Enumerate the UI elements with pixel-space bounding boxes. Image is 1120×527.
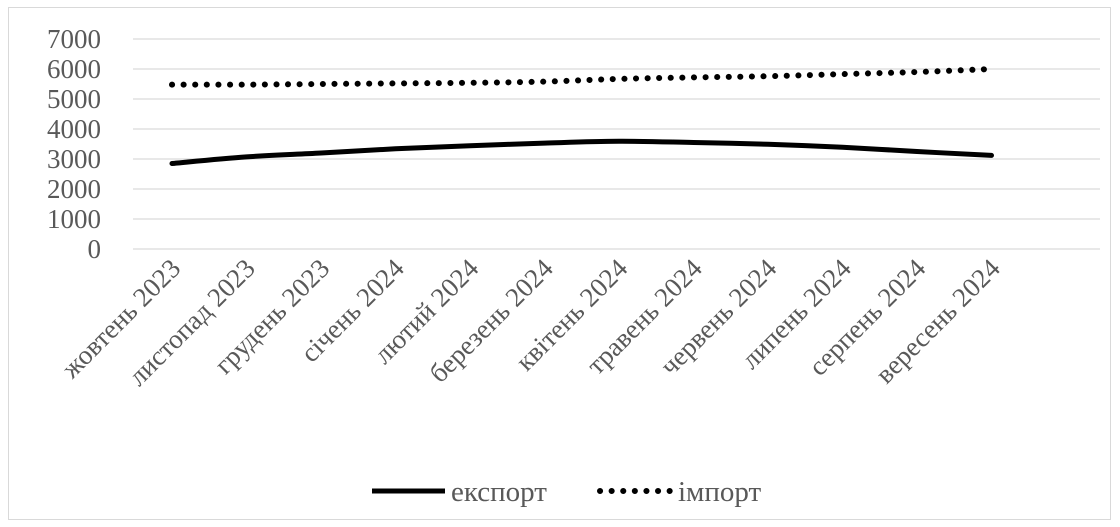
y-tick-label: 4000 bbox=[47, 114, 101, 144]
y-tick-label: 0 bbox=[88, 234, 102, 264]
y-tick-label: 7000 bbox=[47, 24, 101, 54]
legend-label-export: експорт bbox=[451, 476, 547, 508]
y-tick-label: 5000 bbox=[47, 84, 101, 114]
y-tick-label: 6000 bbox=[47, 54, 101, 84]
series-line-import bbox=[169, 66, 995, 88]
y-tick-label: 2000 bbox=[47, 174, 101, 204]
chart-frame bbox=[8, 7, 1111, 520]
series-line-export bbox=[169, 138, 994, 166]
legend-label-import: імпорт bbox=[678, 476, 762, 508]
y-tick-label: 1000 bbox=[47, 204, 101, 234]
y-tick-label: 3000 bbox=[47, 144, 101, 174]
